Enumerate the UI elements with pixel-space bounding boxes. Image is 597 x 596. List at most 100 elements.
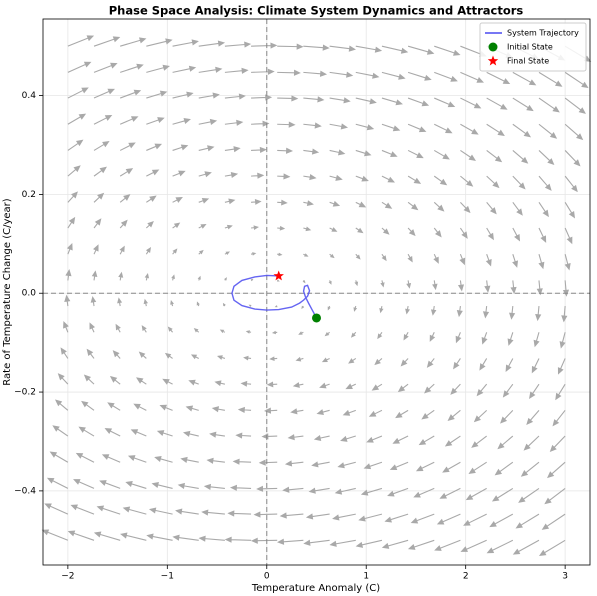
field-arrow — [502, 383, 514, 398]
field-arrow — [355, 253, 361, 260]
field-arrow — [279, 512, 304, 519]
field-arrow — [512, 123, 532, 138]
field-arrow — [410, 513, 435, 524]
field-arrow — [538, 150, 555, 166]
field-arrow — [381, 539, 409, 549]
field-arrow — [407, 123, 427, 133]
field-arrow — [400, 358, 409, 367]
y-tick-label: −0.2 — [14, 388, 36, 398]
field-arrow — [303, 253, 309, 257]
field-arrow — [119, 142, 136, 151]
field-arrow — [538, 202, 549, 218]
field-arrow — [251, 68, 275, 75]
field-arrow — [89, 322, 96, 333]
field-arrow — [86, 348, 95, 359]
field-arrow — [96, 505, 121, 515]
field-arrow — [424, 383, 435, 394]
field-arrow — [251, 172, 265, 179]
field-arrow — [353, 305, 358, 312]
field-arrow — [564, 202, 576, 219]
field-arrow — [67, 61, 92, 73]
field-arrow — [334, 487, 356, 495]
field-arrow — [177, 482, 199, 490]
field-arrow — [75, 452, 95, 463]
field-arrow — [460, 71, 484, 83]
field-arrow — [67, 139, 84, 151]
field-arrow — [486, 227, 494, 241]
field-arrow — [407, 227, 416, 237]
field-arrow — [405, 305, 410, 315]
field-arrow — [442, 461, 461, 473]
field-arrow — [159, 404, 173, 411]
field-arrow — [489, 513, 514, 528]
field-arrow — [538, 123, 558, 139]
field-arrow — [355, 123, 375, 131]
field-arrow — [277, 95, 299, 102]
field-arrow — [515, 513, 540, 529]
field-arrow — [529, 383, 540, 399]
field-arrow — [381, 201, 393, 209]
field-arrow — [316, 409, 330, 416]
field-arrow — [355, 149, 372, 157]
field-arrow — [360, 487, 383, 496]
field-arrow — [303, 70, 328, 77]
field-arrow — [355, 175, 369, 182]
field-arrow — [342, 409, 356, 416]
field-arrow — [224, 119, 244, 126]
field-arrow — [119, 168, 134, 177]
field-arrow — [180, 456, 199, 463]
field-arrow — [319, 382, 330, 389]
field-arrow — [526, 409, 540, 426]
field-arrow — [146, 143, 163, 151]
x-tick-label: −1 — [161, 572, 174, 582]
field-arrow — [460, 123, 479, 135]
field-arrow — [277, 69, 301, 76]
field-arrow — [564, 175, 578, 193]
field-arrow — [434, 71, 458, 82]
field-arrow — [486, 149, 503, 163]
field-arrow — [345, 383, 357, 390]
field-arrow — [144, 273, 150, 281]
y-tick-label: 0.0 — [22, 289, 37, 299]
x-axis-label: Temperature Anomaly (C) — [251, 583, 380, 594]
x-tick-label: −2 — [61, 572, 74, 582]
y-tick-label: −0.4 — [14, 486, 36, 496]
field-arrow — [112, 350, 121, 359]
field-arrow — [251, 120, 270, 127]
field-arrow — [120, 63, 144, 73]
field-arrow — [329, 45, 356, 52]
field-arrow — [512, 201, 523, 216]
field-arrow — [500, 409, 514, 424]
field-arrow — [329, 174, 343, 181]
field-arrow — [355, 45, 383, 53]
field-arrow — [354, 280, 359, 287]
field-arrow — [44, 503, 69, 515]
field-arrow — [175, 508, 199, 515]
field-arrow — [206, 457, 225, 464]
field-arrow — [321, 357, 330, 363]
field-arrow — [486, 71, 511, 85]
field-arrow — [201, 509, 225, 516]
field-arrow — [384, 513, 409, 523]
field-arrow — [371, 383, 383, 391]
field-arrow — [434, 539, 461, 551]
field-arrow — [109, 375, 121, 385]
field-arrow — [130, 429, 147, 437]
field-arrow — [355, 97, 377, 105]
field-arrow — [459, 227, 468, 239]
field-arrow — [329, 149, 346, 156]
field-arrow — [303, 174, 317, 181]
field-arrow — [329, 123, 349, 130]
field-arrow — [120, 37, 147, 47]
field-arrow — [67, 530, 95, 541]
field-arrow — [224, 146, 241, 153]
field-arrow — [49, 451, 69, 463]
field-arrow — [450, 383, 461, 395]
field-arrow — [277, 225, 286, 231]
field-arrow — [146, 64, 170, 73]
field-arrow — [146, 38, 173, 47]
field-arrow — [536, 280, 543, 296]
field-arrow — [460, 175, 474, 187]
field-arrow — [509, 306, 516, 320]
